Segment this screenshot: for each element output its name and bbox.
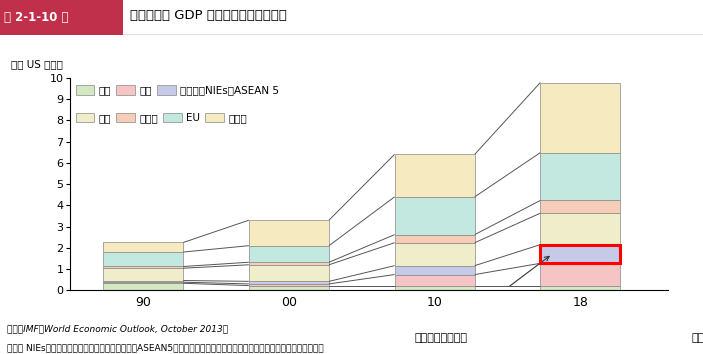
Bar [394, 197, 475, 235]
Bar [0, 0, 123, 35]
Text: （万 US ドル）: （万 US ドル） [11, 59, 63, 69]
Bar [541, 263, 621, 286]
Text: 資料：IMF『World Economic Outlook, October 2013』: 資料：IMF『World Economic Outlook, October 2… [7, 324, 228, 333]
Bar [541, 153, 621, 200]
Bar [103, 267, 183, 268]
Bar [394, 243, 475, 266]
Text: （年）: （年） [692, 333, 703, 343]
Bar [394, 266, 475, 275]
Bar [103, 268, 183, 280]
Bar [541, 82, 621, 153]
Text: 地域別実質 GDP の推移（米ドル换算）: 地域別実質 GDP の推移（米ドル换算） [130, 10, 287, 22]
Bar [103, 252, 183, 267]
Bar [394, 235, 475, 243]
Text: 第 2-1-10 図: 第 2-1-10 図 [4, 11, 68, 24]
Bar [394, 286, 475, 290]
Bar [249, 220, 329, 246]
Bar [103, 282, 183, 283]
Bar [249, 284, 329, 286]
Bar [394, 154, 475, 197]
Text: アジア市場は拡大: アジア市場は拡大 [414, 333, 467, 343]
Bar [103, 283, 183, 290]
Bar [541, 245, 621, 263]
Bar [103, 242, 183, 252]
Bar [249, 262, 329, 265]
Bar [541, 245, 621, 263]
Bar [249, 281, 329, 284]
Bar [394, 275, 475, 286]
Bar [541, 213, 621, 245]
Bar [249, 265, 329, 281]
Bar [103, 280, 183, 282]
Text: （注） NIEs：韓国・香港・台湾・シンガポール、ASEAN5：インドネシア・タイ・フィリピン・マレーシア・ベトナム。: （注） NIEs：韓国・香港・台湾・シンガポール、ASEAN5：インドネシア・タ… [7, 343, 323, 352]
Bar [249, 286, 329, 290]
Bar [541, 286, 621, 290]
Legend: 米国, 中南米, EU, その他: 米国, 中南米, EU, その他 [75, 113, 247, 123]
Bar [541, 200, 621, 213]
Bar [249, 246, 329, 262]
